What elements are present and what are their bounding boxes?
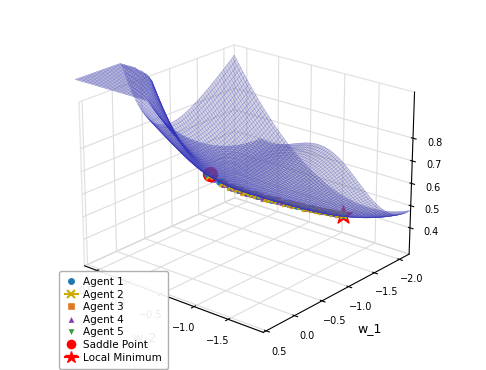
X-axis label: w_2: w_2 (133, 331, 157, 344)
Legend: Agent 1, Agent 2, Agent 3, Agent 4, Agent 5, Saddle Point, Local Minimum: Agent 1, Agent 2, Agent 3, Agent 4, Agen… (59, 271, 168, 369)
Y-axis label: w_1: w_1 (357, 322, 382, 335)
